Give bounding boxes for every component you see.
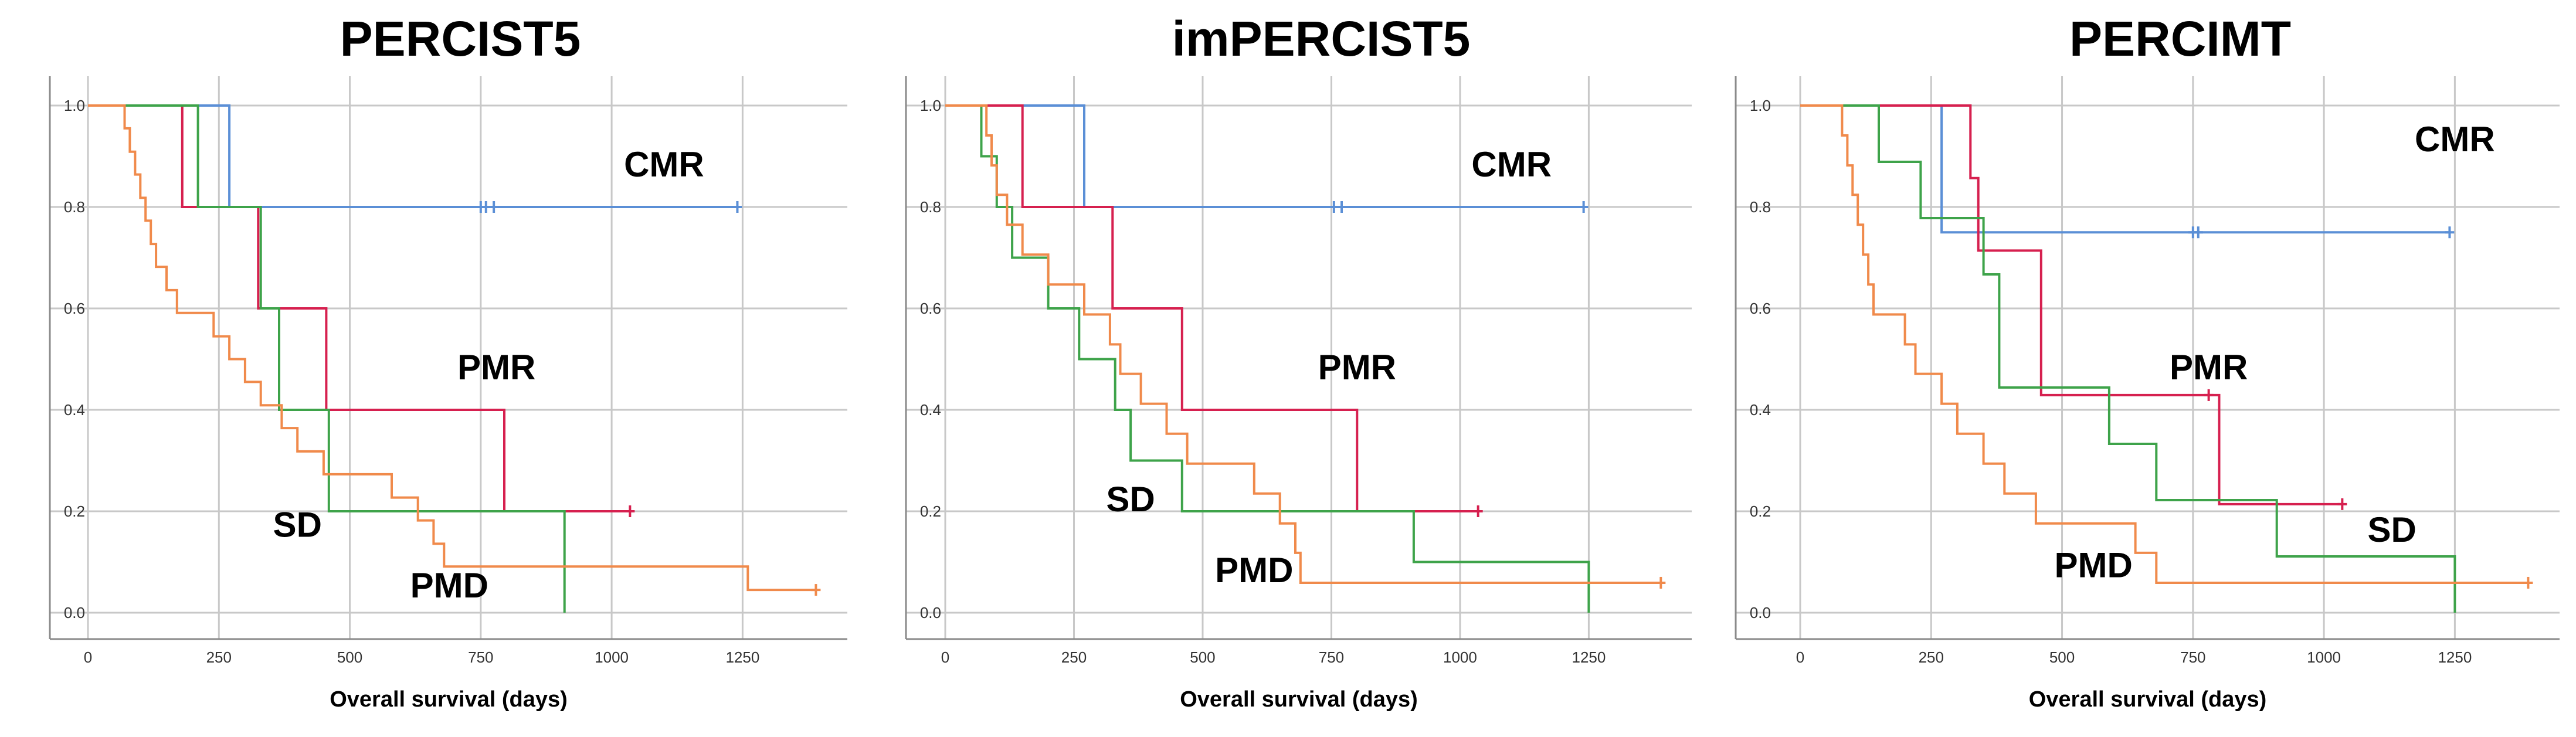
km-curve-pmd [88, 104, 816, 592]
x-tick-label: 750 [468, 648, 493, 666]
annotation-pmr: PMR [1318, 348, 1396, 387]
y-tick-label: 0.4 [1750, 401, 1771, 419]
y-tick-label: 0.2 [920, 502, 941, 520]
x-axis-label: Overall survival (days) [330, 687, 568, 712]
y-tick-label: 0.8 [64, 198, 85, 216]
km-curve-pmd [945, 104, 1661, 584]
km-curve-pmd [1800, 104, 2529, 584]
y-tick-label: 0.8 [920, 198, 941, 216]
x-tick-label: 1000 [595, 648, 629, 666]
y-tick-label: 0.4 [920, 401, 941, 419]
x-tick-label: 1250 [725, 648, 759, 666]
y-tick-label: 0.4 [64, 401, 85, 419]
x-tick-label: 750 [1319, 648, 1344, 666]
x-tick-label: 1250 [1572, 648, 1606, 666]
annotation-pmd: PMD [2054, 545, 2132, 585]
x-tick-label: 250 [206, 648, 232, 666]
y-tick-label: 0.0 [64, 604, 85, 621]
km-curve-pmr [88, 104, 630, 512]
chart-title: imPERCIST5 [1172, 11, 1471, 66]
annotation-pmd: PMD [410, 566, 488, 605]
km-panel-1: PERCIST5 0.0 0.2 0.4 0.6 0.8 1.0 0 250 500 750 1000… [49, 11, 847, 712]
x-axis-label: Overall survival (days) [1180, 687, 1418, 712]
y-tick-label: 0.2 [1750, 502, 1771, 520]
x-tick-label: 1000 [1443, 648, 1477, 666]
km-curve-sd [88, 104, 566, 613]
y-tick-label: 1.0 [1750, 97, 1771, 114]
y-tick-label: 1.0 [64, 97, 85, 114]
annotation-pmr: PMR [457, 348, 535, 387]
annotation-cmr: CMR [2415, 120, 2495, 159]
km-curve-pmr [1800, 104, 2343, 505]
x-tick-label: 0 [941, 648, 949, 666]
y-tick-label: 0.6 [1750, 300, 1771, 317]
y-tick-label: 0.0 [1750, 604, 1771, 621]
annotation-pmd: PMD [1215, 551, 1293, 590]
annotation-pmr: PMR [2170, 348, 2248, 387]
annotation-cmr: CMR [624, 145, 704, 184]
km-panel-3: PERCIMT 0.0 0.2 0.4 0.6 0.8 1.0 0 250 500 750 1000 1… [1735, 11, 2560, 712]
x-tick-label: 500 [2049, 648, 2075, 666]
y-tick-label: 0.8 [1750, 198, 1771, 216]
km-curve-pmr [945, 104, 1478, 512]
annotation-sd: SD [273, 505, 322, 544]
x-tick-label: 750 [2180, 648, 2205, 666]
x-tick-label: 500 [337, 648, 362, 666]
x-tick-label: 0 [84, 648, 92, 666]
annotation-cmr: CMR [1471, 145, 1552, 184]
y-tick-label: 1.0 [920, 97, 941, 114]
x-tick-label: 0 [1796, 648, 1804, 666]
chart-title: PERCIST5 [340, 11, 581, 66]
x-tick-label: 250 [1919, 648, 1944, 666]
y-tick-label: 0.6 [64, 300, 85, 317]
annotation-sd: SD [2368, 510, 2417, 549]
x-axis-label: Overall survival (days) [2029, 687, 2267, 712]
chart-title: PERCIMT [2069, 11, 2291, 66]
annotation-sd: SD [1106, 480, 1155, 519]
x-tick-label: 250 [1061, 648, 1087, 666]
km-curve-cmr [1800, 104, 2450, 234]
km-panel-2: imPERCIST5 0.0 0.2 0.4 0.6 0.8 1.0 0 250 500 750 10… [905, 11, 1692, 712]
km-curve-sd [1800, 104, 2456, 613]
y-tick-label: 0.2 [64, 502, 85, 520]
y-tick-label: 0.0 [920, 604, 941, 621]
x-tick-label: 1000 [2307, 648, 2341, 666]
x-tick-label: 1250 [2438, 648, 2472, 666]
y-tick-label: 0.6 [920, 300, 941, 317]
x-tick-label: 500 [1190, 648, 1215, 666]
